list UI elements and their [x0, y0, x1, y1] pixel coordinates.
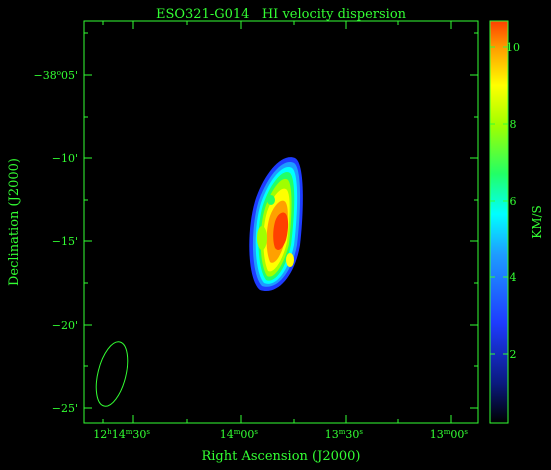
- colorbar-tick-label: 4: [510, 271, 517, 284]
- x-tick-labels: 12h14m30s 14m00s 13m30s 13m00s: [93, 428, 468, 441]
- x-axis-label: Right Ascension (J2000): [201, 449, 360, 464]
- colorbar-tick-label: 6: [510, 195, 517, 208]
- y-tick-label: −15': [52, 235, 78, 248]
- colorbar-label: KM/S: [530, 205, 544, 239]
- colorbar-tick-label: 8: [510, 118, 517, 131]
- y-tick-label: −38o05': [34, 69, 78, 82]
- y-tick-label: −25': [52, 402, 78, 415]
- colorbar-tick-label: 2: [510, 348, 517, 361]
- colorbar-tick-labels: 2 4 6 8 10: [506, 41, 520, 361]
- x-tick-label: 14m00s: [220, 428, 259, 441]
- colorbar: [489, 20, 509, 424]
- x-tick-label: 13m30s: [325, 428, 364, 441]
- chart-title: ESO321-G014 HI velocity dispersion: [156, 7, 407, 22]
- map-patch: [286, 253, 294, 267]
- dispersion-map: [249, 157, 303, 292]
- map-patch: [267, 195, 275, 205]
- y-tick-label: −20': [52, 319, 78, 332]
- map-level-red: [273, 212, 289, 251]
- beam-ellipse: [95, 341, 129, 407]
- map-patch: [257, 226, 267, 250]
- x-tick-label: 12h14m30s: [93, 428, 150, 441]
- y-tick-label: −10': [52, 152, 78, 165]
- y-ticks: [84, 32, 478, 409]
- colorbar-tick-label: 10: [506, 41, 520, 54]
- x-tick-label: 13m00s: [430, 428, 469, 441]
- colorbar-ticks: [490, 46, 508, 355]
- y-axis-label: Declination (J2000): [7, 158, 22, 286]
- y-tick-labels: −38o05' −10' −15' −20' −25': [34, 69, 78, 415]
- x-ticks: [102, 21, 452, 423]
